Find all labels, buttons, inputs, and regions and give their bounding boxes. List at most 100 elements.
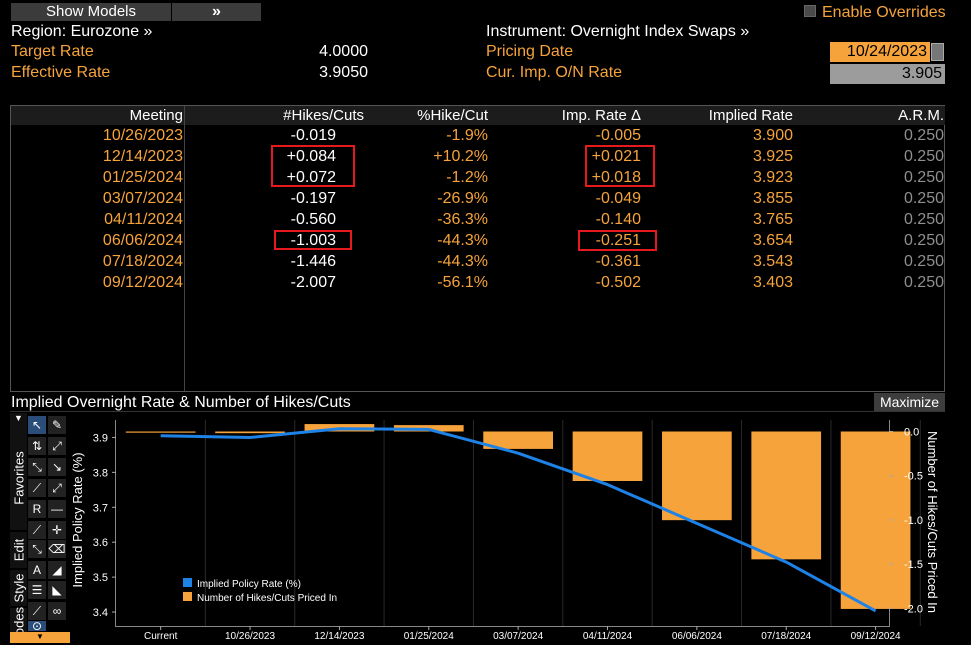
table-row[interactable]: 12/14/2023 +0.084 +10.2% +0.021 3.925 0.250 xyxy=(0,146,971,167)
bar xyxy=(483,431,553,449)
tab-modes[interactable]: odes xyxy=(10,606,27,636)
ray-icon[interactable]: ⤡ xyxy=(28,458,46,476)
next-button[interactable]: » xyxy=(172,3,261,21)
y-left-tick-label: 3.7 xyxy=(93,502,108,514)
cell-arm: 0.250 xyxy=(903,190,944,207)
table-row[interactable]: 03/07/2024 -0.197 -26.9% -0.049 3.855 0.250 xyxy=(0,188,971,209)
table-row[interactable]: 06/06/2024 -1.003 -44.3% -0.251 3.654 0.250 xyxy=(0,230,971,251)
instrument-selector[interactable]: Instrument: Overnight Index Swaps » xyxy=(486,23,750,40)
mode-icon[interactable]: ⊙ xyxy=(28,620,46,632)
cell-hikes: -0.019 xyxy=(290,127,336,144)
legend-swatch xyxy=(183,578,192,587)
effective-rate-label: Effective Rate xyxy=(11,64,111,81)
col-header-delta[interactable]: Imp. Rate Δ xyxy=(561,107,641,124)
col-header-pct[interactable]: %Hike/Cut xyxy=(417,107,488,124)
table-row[interactable]: 10/26/2023 -0.019 -1.9% -0.005 3.900 0.250 xyxy=(0,125,971,146)
pricing-date-input[interactable]: 10/24/2023 xyxy=(830,42,930,62)
eraser-icon[interactable]: ⌫ xyxy=(48,540,66,558)
pen-icon[interactable]: ✎ xyxy=(48,416,66,434)
table-row[interactable]: 07/18/2024 -1.446 -44.3% -0.361 3.543 0.250 xyxy=(0,251,971,272)
col-header-hikes[interactable]: #Hikes/Cuts xyxy=(283,107,364,124)
x-tick-label: 04/11/2024 xyxy=(583,631,633,642)
y-right-tick-label: -1.0 xyxy=(904,515,923,527)
calendar-icon[interactable] xyxy=(931,43,944,61)
link-icon[interactable]: ∞ xyxy=(48,602,66,620)
table-row[interactable]: 09/12/2024 -2.007 -56.1% -0.502 3.403 0.250 xyxy=(0,272,971,293)
cell-hikes: -2.007 xyxy=(290,274,336,291)
region-selector[interactable]: Region: Eurozone » xyxy=(11,23,153,40)
enable-overrides-checkbox[interactable] xyxy=(804,5,816,17)
brush-icon[interactable]: ⟋ xyxy=(28,602,46,620)
x-tick-label: 03/07/2024 xyxy=(493,631,543,642)
show-models-button[interactable]: Show Models xyxy=(11,3,171,21)
cell-arm: 0.250 xyxy=(903,232,944,249)
cell-delta: +0.018 xyxy=(591,169,641,186)
x-tick-label: 07/18/2024 xyxy=(761,631,811,642)
cell-implied: 3.923 xyxy=(752,169,793,186)
cell-arm: 0.250 xyxy=(903,274,944,291)
y-right-axis-title: Number of Hikes/Cuts Priced In xyxy=(925,431,940,613)
cell-hikes: -1.003 xyxy=(290,232,336,249)
bar xyxy=(662,431,732,521)
arrow-tool-icon[interactable]: ↘ xyxy=(48,458,66,476)
collapse-icon[interactable]: ▼ xyxy=(10,413,27,425)
highlight-box xyxy=(274,230,352,250)
table-row[interactable]: 01/25/2024 +0.072 -1.2% +0.018 3.923 0.250 xyxy=(0,167,971,188)
x-tick-label: 09/12/2024 xyxy=(851,631,901,642)
x-tick-label: 01/25/2024 xyxy=(404,631,454,642)
cell-delta: -0.005 xyxy=(595,127,641,144)
crosshair-icon[interactable]: ✛ xyxy=(48,521,66,539)
cur-imp-rate-input[interactable]: 3.905 xyxy=(830,64,945,84)
cell-arm: 0.250 xyxy=(903,211,944,228)
bar xyxy=(572,431,643,482)
extend-icon[interactable]: ⤢ xyxy=(48,479,66,497)
cell-implied: 3.654 xyxy=(752,232,793,249)
cur-imp-rate-label: Cur. Imp. O/N Rate xyxy=(486,64,623,81)
toolbar-expand-icon[interactable]: ▼ xyxy=(10,632,70,643)
table-header xyxy=(11,106,945,125)
target-rate-label: Target Rate xyxy=(11,43,94,60)
cell-pct: -44.3% xyxy=(437,232,488,249)
cell-hikes: +0.084 xyxy=(286,148,336,165)
pricing-date-label: Pricing Date xyxy=(486,43,574,60)
column-divider xyxy=(184,106,185,391)
cell-hikes: -0.560 xyxy=(290,211,336,228)
target-rate-value: 4.0000 xyxy=(319,43,368,60)
col-header-arm[interactable]: A.R.M. xyxy=(898,107,944,124)
y-left-tick-label: 3.4 xyxy=(93,607,108,619)
tab-style[interactable]: Style xyxy=(10,570,27,606)
highlight-box xyxy=(578,230,657,251)
enable-overrides-label[interactable]: Enable Overrides xyxy=(822,4,946,21)
segment-icon[interactable]: ⟋ xyxy=(28,479,46,497)
horizontal-line-icon[interactable]: — xyxy=(48,500,66,518)
cell-delta: -0.140 xyxy=(595,211,641,228)
cell-hikes: -0.197 xyxy=(290,190,336,207)
zoom-icon[interactable]: ⤡ xyxy=(28,540,46,558)
legend-label: Implied Policy Rate (%) xyxy=(197,579,301,590)
legend-icon[interactable]: ☰ xyxy=(28,581,46,599)
table-row[interactable]: 04/11/2024 -0.560 -36.3% -0.140 3.765 0.250 xyxy=(0,209,971,230)
tab-favorites[interactable]: Favorites xyxy=(10,425,27,530)
regression-icon[interactable]: R xyxy=(28,500,46,518)
pointer-icon[interactable]: ↖ xyxy=(28,416,46,434)
y-left-tick-label: 3.9 xyxy=(93,432,108,444)
line-tool-icon[interactable]: ⤢ xyxy=(48,437,66,455)
trend-icon[interactable]: ⇅ xyxy=(28,437,46,455)
cell-implied: 3.765 xyxy=(752,211,793,228)
ruler-icon[interactable]: ⟋ xyxy=(28,521,46,539)
x-tick-label: 12/14/2023 xyxy=(314,631,364,642)
paint-icon[interactable]: ◢ xyxy=(48,561,66,579)
maximize-button[interactable]: Maximize xyxy=(874,393,945,411)
cell-hikes: -1.446 xyxy=(290,253,336,270)
tab-edit[interactable]: Edit xyxy=(10,532,27,568)
cell-arm: 0.250 xyxy=(903,127,944,144)
col-header-implied[interactable]: Implied Rate xyxy=(708,107,793,124)
cell-implied: 3.855 xyxy=(752,190,793,207)
effective-rate-value: 3.9050 xyxy=(319,64,368,81)
fill-icon[interactable]: ◣ xyxy=(48,581,66,599)
col-header-meeting[interactable]: Meeting xyxy=(129,107,183,124)
highlight-box xyxy=(271,145,355,187)
font-icon[interactable]: A xyxy=(28,561,46,579)
cell-delta: -0.049 xyxy=(595,190,641,207)
cell-arm: 0.250 xyxy=(903,148,944,165)
